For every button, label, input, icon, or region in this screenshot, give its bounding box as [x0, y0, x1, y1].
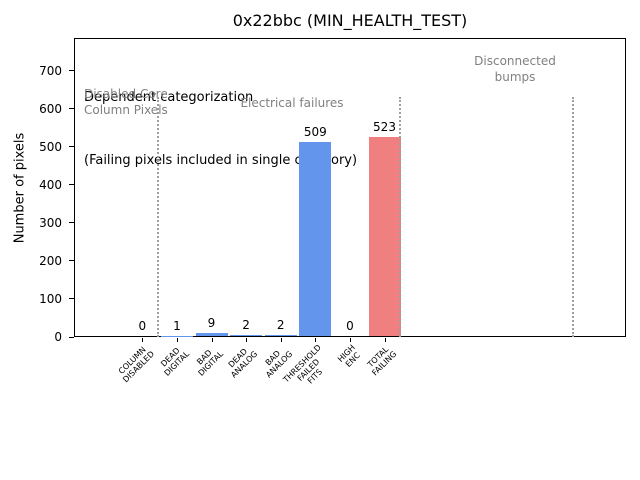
y-tick-mark	[69, 146, 74, 148]
x-tick-mark	[142, 338, 144, 342]
y-tick-label: 400	[39, 177, 62, 192]
y-tick-mark	[69, 184, 74, 186]
bar	[299, 142, 332, 336]
bar	[264, 335, 297, 336]
y-tick-label: 200	[39, 253, 62, 268]
section-label-electrical-failures: Electrical failures	[240, 96, 344, 110]
bar	[195, 332, 228, 336]
chart-title: 0x22bbc (MIN_HEALTH_TEST)	[232, 11, 468, 30]
y-tick-mark	[69, 298, 74, 300]
bar-value-label: 1	[173, 318, 181, 333]
x-tick-label: DEAD DIGITAL	[158, 345, 191, 378]
y-tick-mark	[69, 70, 74, 71]
y-tick-label: 0	[54, 330, 62, 344]
bar	[230, 335, 263, 336]
x-tick-mark	[211, 338, 213, 342]
x-tick-label: HIGH ENC	[336, 343, 363, 369]
y-tick-label: 600	[39, 101, 62, 116]
x-tick-mark	[384, 338, 386, 342]
categorization-note-line1: Dependent categorization	[84, 90, 254, 105]
bar-value-label: 0	[138, 319, 147, 333]
x-tick-label: BAD DIGITAL	[195, 348, 226, 378]
bar-value-label: 0	[346, 319, 354, 333]
section-separator-line	[572, 97, 574, 337]
x-tick-mark	[315, 338, 317, 342]
bar-value-label: 9	[207, 315, 216, 330]
x-tick-mark	[349, 338, 351, 342]
y-tick-label: 100	[39, 291, 62, 306]
y-tick-mark	[69, 260, 74, 262]
x-tick-mark	[176, 338, 178, 342]
categorization-note: Dependent categorization (Failing pixels…	[84, 45, 357, 213]
x-tick-label: DEAD ANALOG	[227, 346, 260, 380]
y-tick-label: 500	[39, 139, 62, 154]
section-separator-line	[157, 97, 159, 337]
x-tick-mark	[246, 338, 248, 342]
y-tick-mark	[69, 336, 74, 338]
x-tick-mark	[280, 338, 282, 342]
bar-value-label: 509	[303, 125, 327, 140]
y-tick-mark	[69, 222, 74, 224]
section-label-disconnected-bumps: Disconnected bumps	[474, 54, 556, 84]
bar-value-label: 523	[373, 119, 396, 134]
y-tick-label: 300	[39, 215, 62, 230]
bar-value-label: 2	[242, 318, 250, 333]
x-tick-label: TOTAL FAILING	[365, 344, 399, 378]
x-tick-label: COLUMN DISABLED	[116, 345, 157, 385]
bar-value-label: 2	[276, 318, 285, 333]
y-tick-mark	[69, 108, 74, 110]
section-label-disabled-core-column-pixels: Disabled Core Column Pixels	[84, 87, 168, 117]
section-separator-line	[399, 97, 401, 337]
plot-area	[74, 38, 626, 337]
y-tick-label: 700	[39, 63, 62, 78]
bar	[368, 136, 401, 336]
